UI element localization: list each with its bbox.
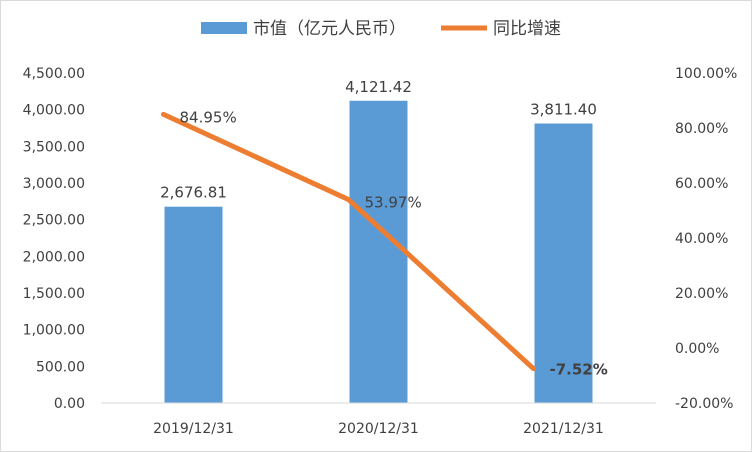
left-y-tick-label: 1,500.00 — [23, 286, 85, 302]
right-y-tick-label: -20.00% — [675, 396, 733, 412]
right-y-tick-label: 80.00% — [675, 121, 728, 137]
x-axis: 2019/12/31 2020/12/31 2021/12/31 — [153, 421, 604, 437]
left-y-tick-label: 0.00 — [54, 396, 85, 412]
left-y-tick-label: 4,500.00 — [23, 66, 85, 82]
left-y-tick-label: 3,500.00 — [23, 139, 85, 155]
bar-data-label: 3,811.40 — [530, 100, 597, 118]
left-y-tick-label: 3,000.00 — [23, 176, 85, 192]
line-series — [161, 111, 536, 372]
bar — [534, 123, 593, 404]
right-y-tick-label: 100.00% — [675, 66, 737, 82]
right-y-tick-label: 20.00% — [675, 286, 728, 302]
line-point — [162, 112, 165, 116]
line-data-label: -7.52% — [550, 361, 608, 379]
right-y-tick-label: 0.00% — [675, 341, 719, 357]
bar-data-labels: 2,676.81 4,121.42 3,811.40 — [160, 78, 597, 202]
bar-data-label: 4,121.42 — [345, 78, 412, 96]
right-y-tick-label: 60.00% — [675, 176, 728, 192]
bar — [164, 206, 223, 403]
line-data-label: 84.95% — [180, 108, 237, 126]
bar-data-label: 2,676.81 — [160, 184, 227, 202]
line-data-label: 53.97% — [365, 194, 422, 212]
legend: 市值（亿元人民币） 同比增速 — [201, 19, 561, 39]
left-y-tick-label: 1,000.00 — [23, 323, 85, 339]
x-tick-label: 2021/12/31 — [523, 421, 604, 437]
x-tick-label: 2020/12/31 — [338, 421, 419, 437]
right-y-axis: -20.00% 0.00% 20.00% 40.00% 60.00% 80.00% 100.… — [675, 66, 737, 412]
legend-bar-swatch — [201, 22, 247, 34]
left-y-axis: 0.00 500.00 1,000.00 1,500.00 2,000.00 2,500.… — [23, 66, 85, 412]
line-point — [532, 367, 535, 371]
x-tick-label: 2019/12/31 — [153, 421, 234, 437]
left-y-tick-label: 2,500.00 — [23, 213, 85, 229]
left-y-tick-label: 4,000.00 — [23, 103, 85, 119]
bar-series — [164, 100, 593, 404]
right-y-tick-label: 40.00% — [675, 231, 728, 247]
legend-line-label: 同比增速 — [493, 19, 561, 39]
left-y-tick-label: 2,000.00 — [23, 249, 85, 265]
bar — [349, 100, 408, 403]
line-data-labels: 84.95% 53.97% -7.52% — [180, 108, 608, 378]
left-y-tick-label: 500.00 — [36, 359, 85, 375]
line-point — [347, 198, 350, 202]
legend-bar-label: 市值（亿元人民币） — [253, 19, 406, 39]
